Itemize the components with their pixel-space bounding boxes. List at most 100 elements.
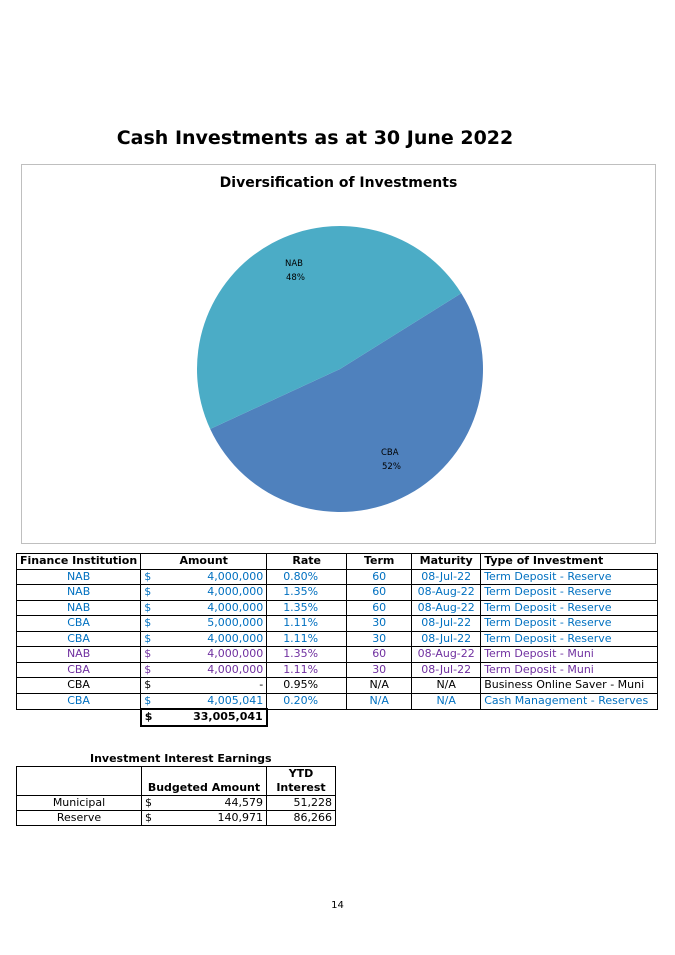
investments-header-row: Finance Institution Amount Rate Term Mat… xyxy=(15,553,658,570)
cell-maturity: 08-Aug-22 xyxy=(411,599,482,616)
cell-institution: NAB xyxy=(15,584,142,601)
pie-percent-cba: 52% xyxy=(382,462,401,472)
cell-amount: $4,000,000 xyxy=(140,599,268,616)
earnings-row: Reserve $140,971 86,266 xyxy=(16,810,336,826)
cell-amount-value: 4,000,000 xyxy=(207,600,264,614)
cell-term: 30 xyxy=(346,661,413,678)
cell-maturity: 08-Jul-22 xyxy=(411,630,482,647)
pie-percent-nab: 48% xyxy=(286,273,305,283)
cell-currency: $ xyxy=(144,647,152,661)
investment-row: NAB $4,000,000 1.35% 60 08-Aug-22 Term Deposi… xyxy=(15,599,658,616)
earnings-budgeted: $44,579 xyxy=(141,795,267,811)
earnings-ytd: 51,228 xyxy=(266,795,336,811)
cell-rate: 0.80% xyxy=(266,568,348,585)
investment-row: CBA $4,000,000 1.11% 30 08-Jul-22 Term Deposi… xyxy=(15,661,658,678)
cell-institution: NAB xyxy=(15,646,142,663)
cell-term: 60 xyxy=(346,568,413,585)
col-header-budgeted: Budgeted Amount xyxy=(141,766,267,796)
pie-slice-cba xyxy=(210,293,483,512)
pie-chart-panel: Diversification of Investments NAB 48% CBA… xyxy=(21,164,656,544)
investment-row: NAB $4,000,000 0.80% 60 08-Jul-22 Term Deposi… xyxy=(15,568,658,585)
cell-amount-value: 4,000,000 xyxy=(207,569,264,583)
cell-type: Term Deposit - Reserve xyxy=(480,599,658,616)
investments-table: Finance Institution Amount Rate Term Mat… xyxy=(15,553,658,727)
cell-currency: $ xyxy=(144,662,152,676)
total-amount: 33,005,041 xyxy=(193,710,263,724)
cell-amount: $4,000,000 xyxy=(140,584,268,601)
col-header-type: Type of Investment xyxy=(480,553,658,570)
cell-currency: $ xyxy=(144,678,152,692)
cell-maturity: N/A xyxy=(411,677,482,694)
cell-rate: 1.35% xyxy=(266,584,348,601)
investment-row: CBA $5,000,000 1.11% 30 08-Jul-22 Term Deposi… xyxy=(15,615,658,632)
cell-maturity: 08-Jul-22 xyxy=(411,615,482,632)
cell-amount-value: 4,005,041 xyxy=(207,693,264,707)
cell-rate: 0.95% xyxy=(266,677,348,694)
col-header-maturity: Maturity xyxy=(411,553,482,570)
total-amount-cell: $ 33,005,041 xyxy=(139,708,268,727)
cell-type: Term Deposit - Reserve xyxy=(480,615,658,632)
cell-term: 30 xyxy=(346,630,413,647)
cell-currency: $ xyxy=(144,600,152,614)
cell-rate: 0.20% xyxy=(266,692,348,710)
pie-label-cba: CBA xyxy=(381,448,399,458)
cell-type: Term Deposit - Reserve xyxy=(480,584,658,601)
cell-institution: NAB xyxy=(15,568,142,585)
pie-slice-nab xyxy=(196,225,462,429)
cell-type: Business Online Saver - Muni xyxy=(480,677,658,694)
cell-maturity: N/A xyxy=(411,692,482,710)
cell-term: 60 xyxy=(346,646,413,663)
cell-rate: 1.11% xyxy=(266,615,348,632)
cell-amount-value: 4,000,000 xyxy=(207,647,264,661)
total-row: $ 33,005,041 xyxy=(17,708,658,727)
cell-type: Term Deposit - Muni xyxy=(480,661,658,678)
cell-type: Term Deposit - Reserve xyxy=(480,630,658,647)
chart-title: Diversification of Investments xyxy=(219,175,458,191)
investment-row: NAB $4,000,000 1.35% 60 08-Aug-22 Term Deposi… xyxy=(15,646,658,663)
cell-amount: $ - xyxy=(140,677,268,694)
cell-amount: $4,000,000 xyxy=(140,646,268,663)
col-header-ytd: YTD Interest xyxy=(266,766,336,796)
earnings-row: Municipal $44,579 51,228 xyxy=(16,795,336,811)
cell-maturity: 08-Aug-22 xyxy=(411,646,482,663)
cell-institution: CBA xyxy=(15,692,142,710)
investment-row: CBA $ -0.95% N/A N/A Business Online Saver - … xyxy=(15,677,658,694)
investment-row: CBA $4,005,041 0.20% N/A N/A Cash Management … xyxy=(15,692,658,710)
total-currency: $ xyxy=(144,710,153,724)
cell-term: 30 xyxy=(346,615,413,632)
cell-institution: CBA xyxy=(15,615,142,632)
cell-rate: 1.11% xyxy=(266,661,348,678)
cell-maturity: 08-Aug-22 xyxy=(411,584,482,601)
cell-currency: $ xyxy=(144,631,152,645)
cell-rate: 1.11% xyxy=(266,630,348,647)
cell-maturity: 08-Jul-22 xyxy=(411,661,482,678)
cell-rate: 1.35% xyxy=(266,599,348,616)
earnings-budgeted: $140,971 xyxy=(141,810,267,826)
cell-institution: CBA xyxy=(15,677,142,694)
cell-amount: $4,000,000 xyxy=(140,661,268,678)
cell-type: Cash Management - Reserves xyxy=(480,692,658,710)
page-number: 14 xyxy=(331,900,344,911)
earnings-table: Budgeted Amount YTD Interest Municipal $4… xyxy=(16,766,336,826)
earnings-title: Investment Interest Earnings xyxy=(90,752,272,765)
earnings-label: Reserve xyxy=(16,810,142,826)
cell-type: Term Deposit - Muni xyxy=(480,646,658,663)
cell-institution: CBA xyxy=(15,630,142,647)
col-header-institution: Finance Institution xyxy=(15,553,142,570)
earnings-ytd: 86,266 xyxy=(266,810,336,826)
cell-term: N/A xyxy=(346,692,413,710)
page-title: Cash Investments as at 30 June 2022 xyxy=(116,127,514,149)
investment-row: NAB $4,000,000 1.35% 60 08-Aug-22 Term Deposi… xyxy=(15,584,658,601)
cell-currency: $ xyxy=(144,616,152,630)
cell-amount-value: - xyxy=(259,678,264,692)
pie-label-nab: NAB xyxy=(285,259,303,269)
pie-chart: NAB 48% CBA 52% xyxy=(196,225,483,512)
cell-amount-value: 5,000,000 xyxy=(207,616,264,630)
cell-type: Term Deposit - Reserve xyxy=(480,568,658,585)
cell-currency: $ xyxy=(144,569,152,583)
cell-institution: CBA xyxy=(15,661,142,678)
cell-maturity: 08-Jul-22 xyxy=(411,568,482,585)
cell-amount-value: 4,000,000 xyxy=(207,585,264,599)
earnings-header-row: Budgeted Amount YTD Interest xyxy=(16,766,336,796)
cell-amount-value: 4,000,000 xyxy=(207,631,264,645)
